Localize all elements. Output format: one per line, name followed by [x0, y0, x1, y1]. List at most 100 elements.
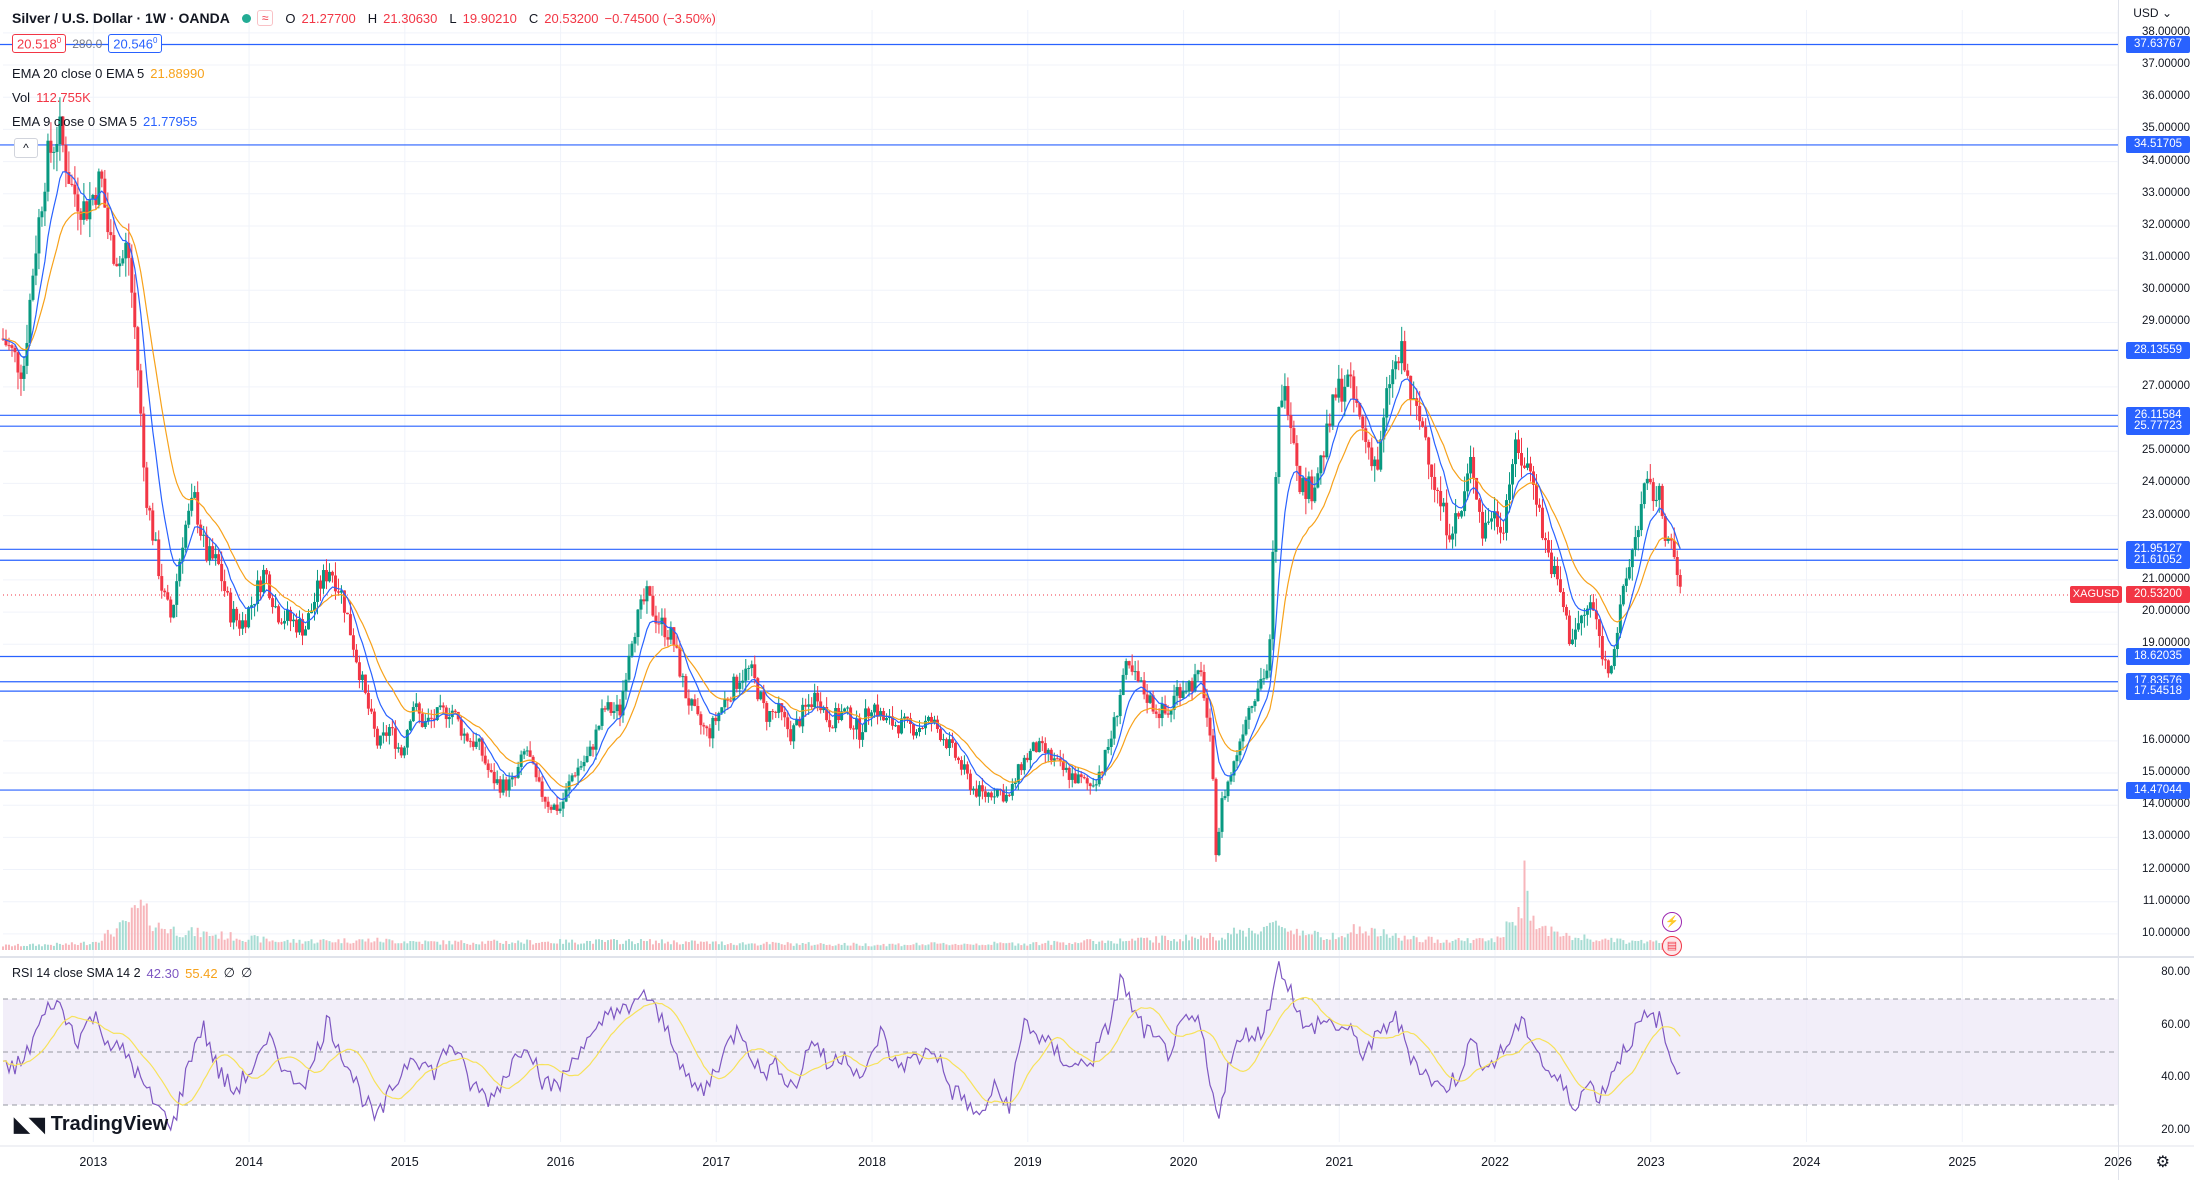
candle-body: [819, 701, 823, 711]
candle-body: [22, 365, 26, 379]
bid-button[interactable]: 20.5180: [12, 34, 67, 54]
settings-gear-icon[interactable]: ⚙: [2155, 1154, 2170, 1171]
volume-bar: [876, 944, 879, 950]
volume-bar: [85, 945, 88, 950]
candle-body: [1031, 742, 1035, 751]
volume-bar: [259, 942, 262, 950]
candle-body: [462, 733, 466, 736]
volume-bar: [1403, 935, 1406, 950]
volume-bar: [984, 945, 987, 950]
volume-bar: [1086, 939, 1089, 950]
candle-body: [1654, 499, 1658, 502]
volume-bar: [28, 944, 31, 950]
volume-bar: [735, 945, 738, 950]
volume-bar: [906, 945, 909, 950]
volume-bar: [1649, 940, 1652, 950]
candle-body: [1199, 670, 1203, 672]
candle-body: [1247, 707, 1251, 720]
candle-body: [810, 704, 814, 708]
time-tick-label: 2014: [235, 1155, 263, 1169]
candle-body: [1496, 511, 1500, 527]
volume-bar: [852, 942, 855, 950]
candle-body: [1304, 478, 1308, 499]
candle-body: [1001, 790, 1005, 802]
bid-value: 20.518: [17, 36, 57, 52]
symbol-title[interactable]: Silver / U.S. Dollar · 1W · OANDA: [12, 10, 230, 26]
ema9-legend[interactable]: EMA 9 close 0 SMA 5 21.77955: [12, 114, 197, 129]
candle-body: [672, 627, 676, 645]
volume-bar: [1361, 933, 1364, 950]
candle-body: [1379, 439, 1383, 470]
volume-bar: [1421, 942, 1424, 950]
volume-bar: [1011, 942, 1014, 950]
price-tick-label: 27.00000: [2142, 379, 2190, 392]
candle-body: [1091, 785, 1095, 787]
volume-legend[interactable]: Vol 112.755K: [12, 90, 91, 105]
volume-bar: [765, 941, 768, 950]
volume-bar: [580, 943, 583, 950]
volume-bar: [466, 943, 469, 950]
volume-bar: [220, 931, 223, 950]
volume-bar: [1349, 932, 1352, 950]
candle-body: [1121, 674, 1125, 695]
candle-body: [202, 534, 206, 536]
volume-bar: [1370, 927, 1373, 950]
candle-body: [795, 718, 799, 726]
candle-body: [1525, 463, 1529, 468]
candle-body: [130, 257, 134, 293]
volume-bar: [1089, 939, 1092, 950]
currency-selector[interactable]: USD ⌄: [2133, 6, 2172, 20]
rsi-value: 42.30: [146, 965, 180, 981]
volume-bar: [1194, 937, 1197, 950]
volume-bar: [1652, 941, 1655, 950]
volume-bar: [837, 943, 840, 950]
candle-body: [1124, 661, 1128, 675]
candle-body: [912, 723, 916, 736]
candle-body: [1561, 591, 1565, 608]
candle-body: [1109, 738, 1113, 748]
volume-bar: [636, 943, 639, 950]
low-value: 19.90210: [462, 10, 517, 26]
price-tick-label: 21.00000: [2142, 572, 2190, 585]
ask-button[interactable]: 20.5460: [108, 34, 163, 54]
volume-bar: [49, 944, 52, 950]
candle-body: [876, 704, 880, 717]
candle-body: [489, 770, 493, 772]
flag-event-icon[interactable]: ▤: [1662, 936, 1682, 956]
candle-body: [441, 705, 445, 708]
candle-body: [1573, 629, 1577, 640]
candle-body: [636, 609, 640, 638]
rsi-legend[interactable]: RSI 14 close SMA 14 2 42.30 55.42 ∅ ∅: [12, 965, 252, 981]
candle-body: [968, 773, 972, 791]
volume-bar: [388, 939, 391, 950]
candle-body: [549, 806, 553, 810]
volume-bar: [903, 944, 906, 950]
candle-body: [552, 804, 556, 810]
candle-body: [163, 590, 167, 593]
volume-bar: [118, 922, 121, 950]
spread-value: 280.0: [72, 36, 103, 51]
volume-bar: [1373, 928, 1376, 950]
volume-bar: [630, 941, 633, 950]
ema20-legend[interactable]: EMA 20 close 0 EMA 5 21.88990: [12, 66, 204, 81]
price-tick-label: 34.00000: [2142, 154, 2190, 167]
volume-bar: [1047, 940, 1050, 950]
compare-icon[interactable]: ≈: [256, 10, 274, 26]
lightning-event-icon[interactable]: ⚡: [1662, 912, 1682, 932]
volume-bar: [669, 944, 672, 950]
volume-bar: [939, 943, 942, 950]
candle-body: [1636, 530, 1640, 538]
level-price-tag: 37.63767: [2126, 36, 2190, 54]
volume-bar: [1005, 943, 1008, 950]
candle-body: [16, 352, 20, 373]
candle-body: [1319, 455, 1323, 474]
tradingview-logo[interactable]: ◣◥ TradingView: [14, 1112, 168, 1137]
candle-body: [1466, 473, 1470, 492]
candle-body: [399, 747, 403, 756]
candle-body: [1382, 417, 1386, 440]
collapse-legend-button[interactable]: ^: [14, 138, 38, 158]
rsi-extra-1: ∅: [223, 965, 235, 980]
brand-name: TradingView: [50, 1113, 169, 1135]
candle-body: [669, 627, 673, 640]
